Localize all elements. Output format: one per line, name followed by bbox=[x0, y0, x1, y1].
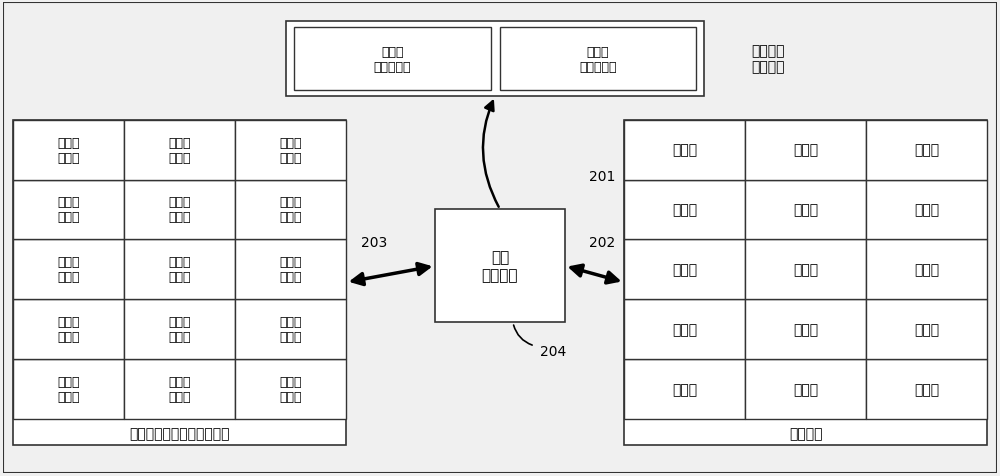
Text: 存储服
务配置单元: 存储服 务配置单元 bbox=[374, 46, 411, 73]
FancyArrowPatch shape bbox=[514, 326, 532, 346]
Bar bbox=[13, 359, 124, 419]
Bar bbox=[866, 299, 987, 359]
Bar bbox=[624, 359, 745, 419]
Text: 存储服
务单元: 存储服 务单元 bbox=[168, 375, 191, 403]
Bar bbox=[13, 120, 346, 445]
Text: 存储服
务单元: 存储服 务单元 bbox=[279, 256, 302, 284]
Bar bbox=[866, 359, 987, 419]
Bar bbox=[13, 240, 124, 299]
Text: 虚拟机: 虚拟机 bbox=[672, 323, 697, 337]
Bar bbox=[745, 359, 866, 419]
Bar bbox=[500, 28, 696, 91]
FancyArrowPatch shape bbox=[483, 102, 499, 208]
Bar bbox=[13, 120, 124, 180]
Bar bbox=[866, 240, 987, 299]
Text: 存储服
务配置单元: 存储服 务配置单元 bbox=[579, 46, 616, 73]
Bar bbox=[124, 359, 235, 419]
Bar bbox=[745, 299, 866, 359]
Text: 虚拟机: 虚拟机 bbox=[672, 203, 697, 217]
Text: 存储服
务单元: 存储服 务单元 bbox=[168, 196, 191, 224]
FancyArrowPatch shape bbox=[352, 264, 429, 285]
Text: 存储服
务单元: 存储服 务单元 bbox=[279, 316, 302, 344]
Bar bbox=[235, 120, 346, 180]
Text: 存储服
务单元: 存储服 务单元 bbox=[279, 375, 302, 403]
Bar bbox=[624, 299, 745, 359]
Text: 存储服
务单元: 存储服 务单元 bbox=[168, 256, 191, 284]
Bar bbox=[124, 299, 235, 359]
Text: 201: 201 bbox=[590, 170, 616, 184]
Bar bbox=[286, 21, 704, 97]
Text: 存储服
务单元: 存储服 务单元 bbox=[168, 316, 191, 344]
Text: 虚拟机: 虚拟机 bbox=[672, 143, 697, 157]
Text: 虚拟机: 虚拟机 bbox=[672, 382, 697, 396]
Bar bbox=[624, 180, 745, 240]
Text: 虚拟机: 虚拟机 bbox=[793, 203, 818, 217]
Text: 虚拟机: 虚拟机 bbox=[793, 382, 818, 396]
Text: 虚拟机: 虚拟机 bbox=[793, 263, 818, 277]
Bar bbox=[435, 210, 565, 323]
Text: 虚拟机: 虚拟机 bbox=[793, 143, 818, 157]
Text: 存储服
务单元: 存储服 务单元 bbox=[279, 136, 302, 164]
Text: 虚拟机: 虚拟机 bbox=[914, 323, 939, 337]
Text: 存储服
务单元: 存储服 务单元 bbox=[57, 256, 79, 284]
Bar bbox=[745, 180, 866, 240]
Text: 分布存储服务系统（集群）: 分布存储服务系统（集群） bbox=[129, 426, 230, 440]
Text: 202: 202 bbox=[590, 236, 616, 250]
Bar bbox=[13, 299, 124, 359]
Bar bbox=[13, 180, 124, 240]
Bar bbox=[235, 180, 346, 240]
Text: 204: 204 bbox=[540, 344, 566, 358]
Text: 集中
控制设备: 集中 控制设备 bbox=[482, 250, 518, 282]
Text: 虚拟机: 虚拟机 bbox=[914, 382, 939, 396]
Text: 计算集群: 计算集群 bbox=[789, 426, 823, 440]
Bar bbox=[624, 240, 745, 299]
Bar bbox=[866, 120, 987, 180]
Text: 存储服
务单元: 存储服 务单元 bbox=[279, 196, 302, 224]
Bar bbox=[235, 359, 346, 419]
Text: 虚拟机: 虚拟机 bbox=[914, 203, 939, 217]
Bar bbox=[124, 180, 235, 240]
Bar bbox=[294, 28, 491, 91]
Bar bbox=[745, 120, 866, 180]
Text: 存储服务
配置集群: 存储服务 配置集群 bbox=[752, 44, 785, 74]
Text: 存储服
务单元: 存储服 务单元 bbox=[57, 196, 79, 224]
Bar bbox=[124, 240, 235, 299]
Text: 存储服
务单元: 存储服 务单元 bbox=[57, 375, 79, 403]
Text: 存储服
务单元: 存储服 务单元 bbox=[57, 136, 79, 164]
Bar bbox=[124, 120, 235, 180]
Bar bbox=[235, 299, 346, 359]
Bar bbox=[235, 240, 346, 299]
Bar bbox=[745, 240, 866, 299]
Bar bbox=[866, 180, 987, 240]
FancyArrowPatch shape bbox=[571, 266, 618, 283]
Text: 虚拟机: 虚拟机 bbox=[914, 263, 939, 277]
Text: 存储服
务单元: 存储服 务单元 bbox=[168, 136, 191, 164]
Bar bbox=[624, 120, 987, 445]
Text: 虚拟机: 虚拟机 bbox=[793, 323, 818, 337]
Text: 虚拟机: 虚拟机 bbox=[914, 143, 939, 157]
Text: 存储服
务单元: 存储服 务单元 bbox=[57, 316, 79, 344]
Bar bbox=[624, 120, 745, 180]
Text: 虚拟机: 虚拟机 bbox=[672, 263, 697, 277]
Text: 203: 203 bbox=[361, 236, 387, 250]
